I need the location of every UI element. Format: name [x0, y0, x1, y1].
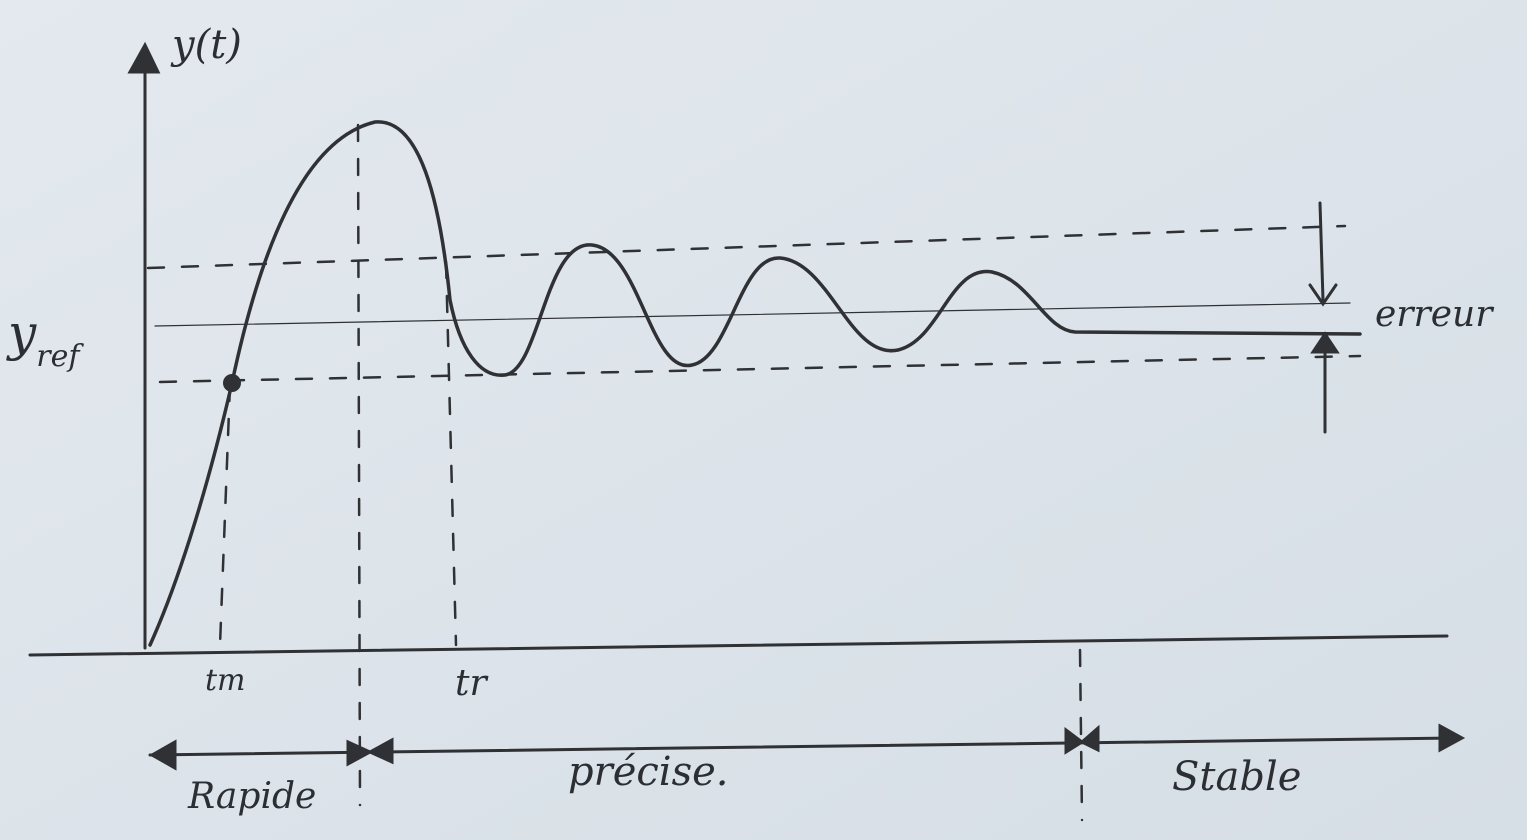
tm-point [223, 374, 241, 392]
diagram: y(t) yref erreur tm tr Rapide précise. S… [0, 0, 1527, 840]
phase-label: précise. [568, 749, 729, 795]
tm-label: tm [205, 663, 246, 698]
y-ref-sub: ref [36, 339, 84, 374]
page: {"labels": {"y_axis": "y(t)", "y_ref": {… [0, 0, 1527, 840]
phase-label: Rapide [187, 776, 316, 817]
y-axis-label: y(t) [170, 22, 242, 68]
y-ref-base: y [6, 304, 37, 362]
error-label: erreur [1375, 294, 1494, 335]
phase-label: Stable [1172, 754, 1301, 800]
tr-label: tr [455, 663, 488, 704]
